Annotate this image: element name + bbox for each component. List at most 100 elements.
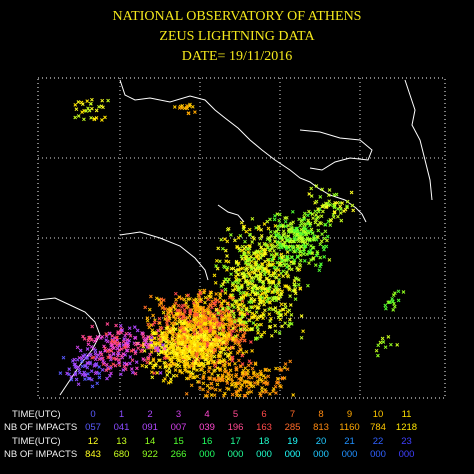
strike [190, 104, 195, 109]
strike [246, 257, 251, 262]
strike [220, 301, 224, 306]
strike [213, 387, 218, 392]
strike [291, 239, 295, 244]
strike [84, 109, 88, 113]
strike [257, 302, 261, 307]
strike [114, 357, 118, 361]
strike [295, 226, 300, 231]
strike [314, 253, 319, 258]
strike [258, 236, 263, 241]
strike [247, 309, 252, 314]
strike [240, 299, 245, 303]
strike [267, 368, 272, 373]
strike [250, 349, 254, 353]
strike [104, 362, 109, 367]
strike [191, 375, 196, 380]
hour: 1 [119, 409, 124, 420]
strike [76, 114, 81, 118]
strike [255, 286, 260, 291]
strike [275, 224, 280, 229]
strike [172, 321, 177, 325]
strike [188, 296, 192, 301]
strike [249, 381, 253, 386]
strike [129, 367, 134, 371]
strike [160, 306, 165, 310]
strike [271, 262, 276, 267]
strike [239, 220, 244, 225]
strike [168, 358, 172, 363]
strike [211, 325, 216, 330]
strike [310, 251, 315, 256]
strike [165, 373, 170, 377]
strike [175, 351, 179, 356]
strike [256, 227, 261, 232]
strike [184, 306, 189, 310]
strike [139, 349, 143, 354]
strike [189, 336, 194, 340]
strike [270, 290, 274, 294]
strike [147, 345, 151, 350]
strike [291, 393, 296, 397]
strike [100, 368, 105, 372]
hour: 5 [233, 409, 238, 420]
strike [321, 245, 326, 249]
strike [338, 211, 343, 215]
strike [292, 261, 296, 265]
strike [240, 272, 244, 276]
strike [196, 325, 201, 330]
strike [283, 258, 288, 263]
strike [384, 306, 388, 311]
strike [217, 354, 222, 359]
strike [281, 254, 286, 259]
strike [326, 193, 331, 198]
strike [390, 296, 395, 301]
strike [211, 338, 215, 342]
strike [293, 297, 298, 301]
strike [250, 270, 254, 275]
impact-count: 039 [199, 422, 215, 433]
strike [281, 261, 286, 266]
strike [292, 260, 296, 264]
strike [229, 377, 234, 381]
strike [85, 347, 90, 351]
strike [243, 266, 248, 271]
strike [146, 322, 151, 327]
strike [276, 376, 280, 381]
strike [262, 267, 267, 271]
strike [176, 337, 180, 342]
strike [249, 267, 254, 272]
strike [295, 265, 299, 270]
strike [95, 335, 100, 339]
hour: 18 [259, 436, 270, 447]
strike [350, 203, 355, 208]
strike [145, 360, 150, 365]
strike [250, 289, 255, 294]
strike [265, 269, 270, 274]
strike [383, 345, 388, 350]
strike [178, 346, 183, 351]
strike [262, 373, 266, 378]
strike [239, 348, 243, 352]
time-label: TIME(UTC) [12, 436, 61, 447]
strike [100, 334, 105, 339]
strike [172, 348, 177, 353]
strike [230, 283, 235, 288]
strike [301, 239, 305, 244]
impacts-label: NB OF IMPACTS [4, 422, 77, 433]
strike [165, 310, 170, 315]
hour: 11 [402, 409, 412, 420]
strike [241, 371, 245, 375]
strike [227, 330, 232, 334]
strike [199, 297, 204, 302]
strike [215, 382, 220, 387]
strike [247, 227, 252, 232]
strike [86, 376, 91, 381]
strike [212, 377, 217, 382]
strike [93, 348, 98, 353]
strike [286, 234, 291, 238]
strike [345, 204, 349, 209]
strike [119, 330, 123, 335]
strike [287, 308, 292, 313]
strike [163, 377, 167, 381]
strike [174, 373, 179, 378]
